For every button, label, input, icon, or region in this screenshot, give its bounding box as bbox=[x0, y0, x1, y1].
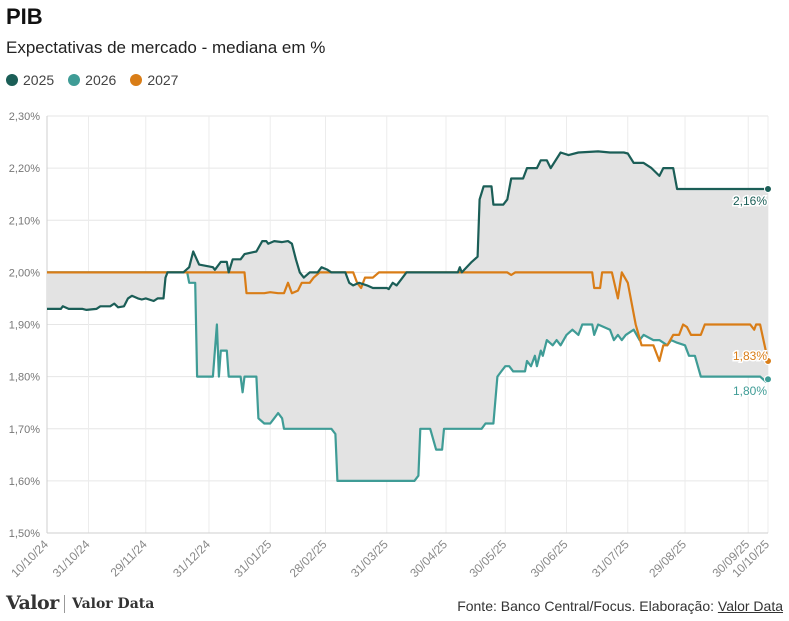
y-tick-label: 1,90% bbox=[9, 320, 40, 332]
x-tick-label: 31/01/25 bbox=[231, 537, 274, 580]
legend-label-2027: 2027 bbox=[147, 72, 179, 88]
valor-logo: Valor bbox=[6, 592, 59, 614]
legend-label-2025: 2025 bbox=[23, 72, 55, 88]
x-tick-label: 31/12/24 bbox=[170, 537, 213, 580]
y-tick-label: 1,50% bbox=[9, 528, 40, 540]
legend-label-2026: 2026 bbox=[85, 72, 117, 88]
x-tick-label: 28/02/25 bbox=[287, 537, 330, 580]
x-tick-label: 30/06/25 bbox=[528, 537, 571, 580]
series-line-2027 bbox=[47, 271, 770, 363]
x-tick-label: 30/04/25 bbox=[407, 537, 450, 580]
legend-item-2026[interactable]: 2026 bbox=[68, 72, 116, 88]
legend-item-2025[interactable]: 2025 bbox=[6, 72, 54, 88]
series-line-2025 bbox=[47, 150, 768, 311]
x-tick-label: 29/08/25 bbox=[646, 537, 689, 580]
legend-swatch-2026 bbox=[68, 74, 81, 86]
y-tick-label: 2,20% bbox=[9, 163, 40, 175]
legend-swatch-2027 bbox=[130, 74, 143, 86]
legend-item-2027[interactable]: 2027 bbox=[130, 72, 178, 88]
source-link[interactable]: Valor Data bbox=[717, 598, 783, 614]
line-chart: 1,50% 1,60% 1,70% 1,80% 1,90% 2,00% 2,10% 2,20%… bbox=[8, 111, 772, 580]
y-tick-label: 1,70% bbox=[9, 424, 40, 436]
legend-swatch-2025 bbox=[6, 74, 18, 86]
y-tick-label: 2,00% bbox=[9, 267, 40, 279]
end-label-2025: 2,16% bbox=[733, 194, 767, 208]
x-tick-label: 31/03/25 bbox=[348, 537, 391, 580]
logo-divider bbox=[64, 595, 65, 613]
end-label-2027: 1,83% bbox=[733, 349, 767, 363]
end-marker-2025 bbox=[764, 184, 772, 193]
source-text: Fonte: Banco Central/Focus. Elaboração: bbox=[457, 598, 718, 614]
y-tick-label: 1,60% bbox=[9, 476, 40, 488]
valor-data-logo: Valor Data bbox=[72, 596, 155, 612]
y-tick-label: 2,10% bbox=[9, 215, 40, 227]
end-marker-2026 bbox=[764, 375, 772, 384]
footer: Valor Valor Data Fonte: Banco Central/Fo… bbox=[0, 590, 789, 621]
chart-legend: 2025 2026 2027 bbox=[6, 72, 178, 88]
range-band bbox=[47, 151, 768, 481]
source-note: Fonte: Banco Central/Focus. Elaboração: … bbox=[457, 598, 783, 614]
y-tick-label: 1,80% bbox=[9, 372, 40, 384]
y-tick-label: 2,30% bbox=[9, 111, 40, 123]
x-tick-label: 29/11/24 bbox=[108, 537, 151, 580]
x-tick-label: 30/05/25 bbox=[466, 537, 509, 580]
chart-subtitle: Expectativas de mercado - mediana em % bbox=[6, 38, 326, 57]
x-tick-label: 31/07/25 bbox=[589, 537, 632, 580]
x-tick-label: 10/10/24 bbox=[8, 537, 51, 580]
chart-title: PIB bbox=[6, 4, 43, 29]
x-tick-label: 31/10/24 bbox=[50, 537, 93, 580]
end-label-2026: 1,80% bbox=[733, 384, 767, 398]
end-marker-2027 bbox=[764, 356, 772, 365]
